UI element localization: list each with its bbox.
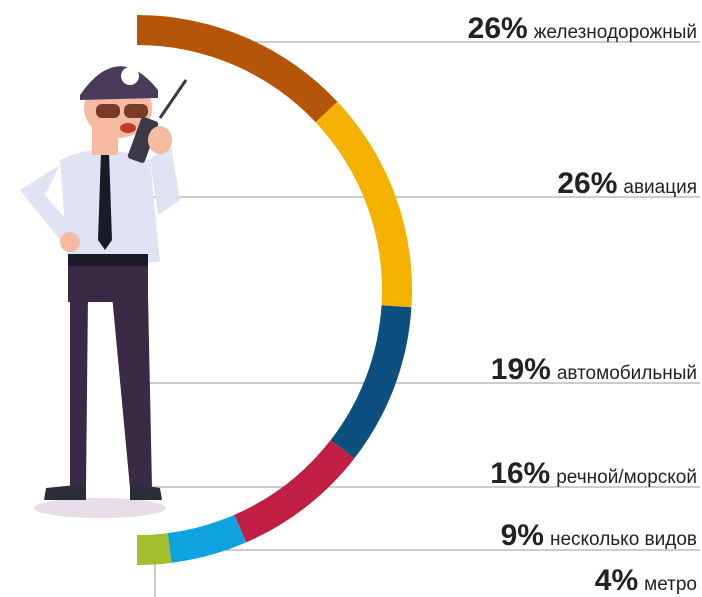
category-label: авиация	[623, 177, 697, 198]
segment-label: 9% несколько видов	[501, 519, 697, 552]
segment-label: 26% авиация	[557, 167, 697, 200]
police-officer-illustration	[20, 66, 188, 518]
percent-label: 16%	[490, 457, 550, 490]
segment-label: 16% речной/морской	[490, 457, 697, 490]
category-label: автомобильный	[557, 363, 697, 384]
leader-lines	[137, 41, 700, 597]
donut-segment	[234, 440, 355, 543]
percent-label: 26%	[557, 167, 617, 200]
donut-segment	[315, 101, 412, 308]
percent-label: 4%	[595, 564, 638, 597]
donut-segment	[137, 533, 172, 565]
donut-segment	[137, 15, 338, 123]
percent-label: 19%	[491, 353, 551, 386]
segment-label: 26% железнодорожный	[468, 12, 697, 45]
category-label: железнодорожный	[534, 22, 697, 43]
donut-segment	[167, 514, 247, 563]
segment-label: 4% метро	[595, 564, 697, 597]
category-label: речной/морской	[556, 467, 697, 488]
category-label: несколько видов	[550, 529, 697, 550]
donut-segment	[330, 305, 412, 459]
donut	[137, 15, 412, 565]
labels: 26% железнодорожный 26% авиация 19% автомобил…	[468, 12, 697, 597]
segment-label: 19% автомобильный	[491, 353, 697, 386]
percent-label: 26%	[468, 12, 528, 45]
category-label: метро	[644, 574, 697, 595]
percent-label: 9%	[501, 519, 544, 552]
